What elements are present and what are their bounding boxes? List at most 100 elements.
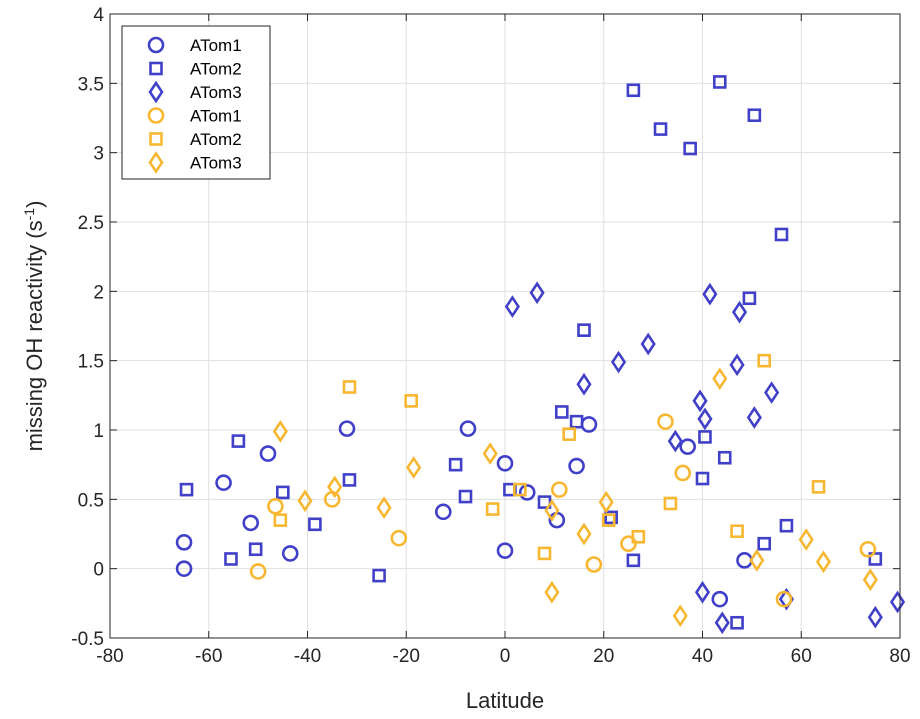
data-point-diamond (576, 522, 592, 546)
legend-marker-square (149, 61, 163, 76)
data-point-diamond (729, 353, 745, 377)
data-point-diamond (544, 580, 560, 604)
data-point-diamond (712, 367, 728, 391)
data-point-circle (585, 556, 603, 573)
data-point-square (554, 405, 569, 419)
data-point-square (779, 518, 794, 533)
legend-item: ATom1 (147, 107, 242, 126)
data-point-square (730, 615, 744, 630)
data-point-circle (518, 484, 536, 501)
legend-box (121, 25, 271, 180)
y-axis-label-suffix: ) (22, 201, 47, 208)
data-point-square (757, 353, 772, 368)
x-tick-label: -40 (294, 646, 321, 667)
data-point-diamond (697, 407, 713, 431)
data-point-diamond (376, 496, 392, 519)
data-point-circle (674, 464, 692, 482)
data-point-circle (281, 545, 299, 562)
data-point-diamond (692, 389, 708, 413)
y-tick-label: 0 (93, 560, 104, 581)
data-point-diamond (672, 604, 688, 628)
data-point-square (224, 552, 238, 566)
data-point-square (231, 434, 246, 448)
y-tick-label: -0.5 (71, 629, 104, 650)
data-point-square (448, 457, 463, 472)
data-point-square (695, 471, 710, 486)
legend-marker-diamond (148, 80, 164, 104)
x-tick-label: 80 (889, 646, 910, 667)
data-point-diamond (862, 568, 878, 592)
data-point-square (717, 450, 732, 465)
data-point-square (868, 552, 883, 566)
data-point-square (248, 542, 263, 557)
legend-item: ATom3 (148, 151, 242, 174)
x-tick-label: 0 (500, 646, 511, 667)
data-point-square (513, 482, 527, 497)
data-point-square (742, 291, 757, 306)
x-axis-label: Latitude (466, 688, 544, 713)
data-point-square (730, 524, 744, 539)
data-point-square (179, 482, 194, 497)
data-point-circle (496, 454, 514, 472)
x-tick-label: 20 (593, 646, 614, 667)
data-point-square (653, 122, 668, 136)
y-tick-label: 2.5 (78, 213, 104, 234)
data-point-square (747, 108, 762, 123)
data-point-circle (259, 445, 277, 462)
y-axis-label-superscript: -1 (21, 208, 37, 221)
data-point-diamond (297, 489, 313, 513)
y-tick-label: 1 (93, 421, 104, 442)
data-point-diamond (798, 528, 814, 551)
data-point-diamond (529, 281, 545, 305)
axis-ticks: -80 -60 -40 -20 0 20 40 60 80 -0.5 0 0.5 1 1.5 2 2.5 3 3.… (71, 5, 910, 667)
data-point-diamond (764, 381, 780, 404)
y-axis-label: missing OH reactivity (s-1) (21, 201, 47, 452)
legend-item: ATom1 (147, 36, 242, 55)
y-axis-label-main: missing OH reactivity (s (22, 220, 47, 451)
data-point-circle (859, 540, 877, 558)
y-tick-label: 1.5 (78, 352, 104, 373)
data-point-diamond (702, 282, 718, 306)
data-points (175, 75, 906, 635)
series-1 (179, 75, 883, 630)
data-point-diamond (272, 420, 288, 443)
data-point-diamond (482, 442, 498, 465)
data-point-square (577, 323, 591, 337)
data-point-circle (338, 420, 356, 437)
data-point-circle (496, 542, 514, 559)
y-tick-label: 2 (93, 282, 104, 303)
series-5 (272, 367, 878, 628)
legend-marker-diamond (148, 151, 164, 174)
legend-label: ATom1 (190, 36, 242, 55)
data-point-square (458, 489, 473, 504)
data-point-square (372, 568, 386, 583)
legend-label: ATom2 (190, 60, 242, 79)
legend-item: ATom2 (149, 130, 242, 149)
data-point-diamond (694, 580, 711, 604)
x-tick-label: 60 (791, 646, 812, 667)
y-tick-label: 0.5 (78, 490, 104, 511)
data-point-diamond (544, 499, 560, 522)
data-point-circle (551, 481, 568, 498)
legend-marker-square (149, 132, 163, 146)
legend-item: ATom2 (149, 60, 242, 79)
x-tick-label: -60 (195, 646, 222, 667)
data-point-square (774, 227, 789, 242)
data-point-diamond (867, 605, 883, 629)
data-point-square (273, 513, 288, 527)
data-point-circle (249, 563, 267, 580)
data-point-diamond (640, 332, 656, 356)
data-point-circle (679, 438, 696, 455)
series-4 (273, 353, 826, 561)
data-point-square (604, 510, 618, 525)
data-point-diamond (406, 456, 422, 479)
legend-item: ATom3 (148, 80, 242, 104)
legend-marker-circle (147, 107, 165, 124)
data-point-diamond (731, 300, 748, 324)
data-point-diamond (889, 590, 906, 614)
data-point-square (537, 546, 552, 561)
data-point-circle (459, 420, 477, 437)
x-tick-label: -80 (96, 646, 123, 667)
data-point-diamond (598, 490, 614, 514)
data-point-diamond (746, 406, 762, 429)
